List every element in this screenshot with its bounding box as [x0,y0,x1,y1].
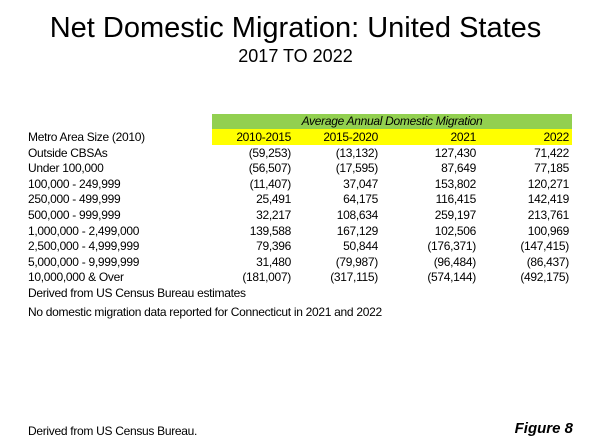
column-header: 2021 [450,130,477,144]
figure-label: Figure 8 [514,420,573,437]
cell: 167,129 [336,223,379,238]
row-label: 250,000 - 499,999 [28,192,121,207]
cell: (13,132) [335,145,379,160]
row-label: 500,000 - 999,999 [28,208,121,222]
row-label: 1,000,000 - 2,499,000 [28,223,140,238]
cell: 79,396 [256,239,291,254]
cell: 127,430 [434,145,477,160]
cell: 108,634 [336,208,379,222]
cell: 100,969 [527,223,570,238]
note: No domestic migration data reported for … [28,305,382,319]
note: Derived from US Census Bureau estimates [28,286,246,300]
cell: (17,595) [335,161,379,176]
cell: (574,144) [427,270,476,285]
column-header: Metro Area Size (2010) [28,130,145,144]
cell: 64,175 [343,192,378,207]
group-header: Average Annual Domestic Migration [212,114,572,129]
cell: (79,987) [335,254,379,269]
cell: (181,007) [242,270,291,285]
row-label: 10,000,000 & Over [28,270,124,285]
subtitle: 2017 TO 2022 [238,46,353,66]
cell: 77,185 [534,161,569,176]
cell: (317,115) [330,270,378,285]
cell: 259,197 [434,208,477,222]
cell: 87,649 [441,161,476,176]
row-label: Under 100,000 [28,161,104,176]
cell: (176,371) [427,239,476,254]
cell: 213,761 [527,208,570,222]
cell: 31,480 [256,254,291,269]
cell: 37,047 [343,176,378,191]
cell: 153,802 [434,176,477,191]
title: Net Domestic Migration: United States [49,12,542,44]
row-label: Outside CBSAs [28,145,108,160]
cell: 71,422 [534,145,569,160]
cell: 139,588 [249,223,292,238]
cell: 102,506 [434,223,477,238]
cell: (86,437) [526,254,570,269]
column-header: 2015-2020 [323,130,378,144]
cell: 142,419 [527,192,570,207]
cell: (147,415) [520,239,569,254]
cell: 25,491 [256,192,291,207]
cell: (59,253) [248,145,292,160]
cell: (492,175) [520,270,569,285]
column-header: 2010-2015 [236,130,291,144]
row-label: 2,500,000 - 4,999,999 [28,239,140,254]
row-label: 5,000,000 - 9,999,999 [28,254,140,269]
cell: 116,415 [435,192,477,207]
cell: (56,507) [248,161,292,176]
cell: 120,271 [527,176,570,191]
source: Derived from US Census Bureau. [28,424,198,438]
cell: 50,844 [343,239,378,254]
row-label: 100,000 - 249,999 [28,176,121,191]
cell: (96,484) [433,254,477,269]
cell: (11,407) [249,176,292,191]
header-highlight [212,129,572,145]
column-header: 2022 [543,130,570,144]
cell: 32,217 [256,208,291,222]
